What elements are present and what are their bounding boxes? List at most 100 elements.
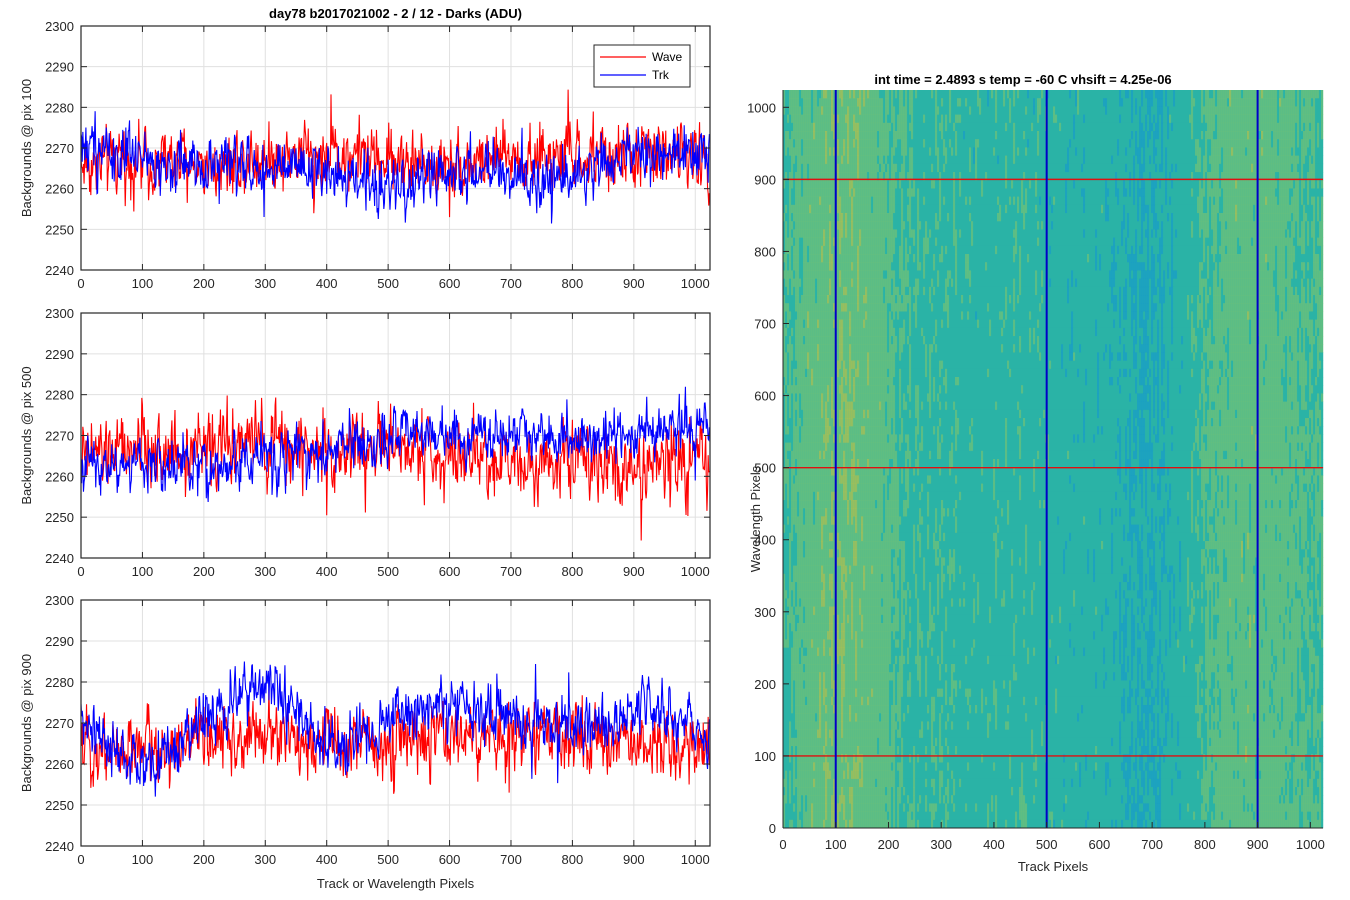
heatmap-cell (857, 229, 859, 238)
heatmap-cell (815, 287, 817, 296)
heatmap-cell (873, 320, 875, 329)
heatmap-cell (821, 410, 823, 419)
heatmap-cell (877, 410, 879, 419)
heatmap-cell (845, 287, 847, 296)
heatmap-cell (863, 623, 865, 632)
heatmap-cell (825, 598, 827, 607)
heatmap-cell (787, 713, 789, 722)
heatmap-cell (867, 139, 869, 148)
heatmap-cell (871, 344, 873, 353)
heatmap-cell (869, 115, 871, 124)
heatmap-cell (819, 287, 821, 296)
heatmap-cell (819, 106, 821, 115)
x-tick-label: 900 (623, 852, 645, 867)
heatmap-cell (795, 106, 797, 115)
heatmap-cell (863, 484, 865, 493)
heatmap-cell (837, 205, 839, 214)
heatmap-cell (799, 377, 801, 386)
heatmap-cell (823, 525, 825, 534)
heatmap-cell (871, 410, 873, 419)
heatmap-cell (859, 164, 861, 173)
heatmap-cell (815, 541, 817, 550)
heatmap-cell (787, 156, 789, 165)
heatmap-cell (861, 475, 863, 484)
heatmap-cell (831, 393, 833, 402)
heatmap-cell (801, 631, 803, 640)
heatmap-cell (853, 402, 855, 411)
heatmap-cell (797, 238, 799, 247)
heatmap-cell (875, 721, 877, 730)
heatmap-cell (847, 771, 849, 780)
heatmap-cell (863, 295, 865, 304)
heatmap-cell (805, 295, 807, 304)
heatmap-cell (875, 459, 877, 468)
heatmap-cell (811, 98, 813, 107)
heatmap-cell (877, 738, 879, 747)
heatmap-cell (813, 566, 815, 575)
heatmap-cell (887, 238, 889, 247)
heatmap-cell (839, 771, 841, 780)
heatmap-cell (885, 467, 887, 476)
heatmap-cell (841, 320, 843, 329)
heatmap-cell (801, 639, 803, 648)
heatmap-cell (785, 254, 787, 263)
heatmap-cell (799, 459, 801, 468)
heatmap-cell (811, 287, 813, 296)
heatmap-cell (841, 229, 843, 238)
heatmap-cell (809, 385, 811, 394)
heatmap-cell (857, 516, 859, 525)
heatmap-cell (825, 213, 827, 222)
heatmap-cell (805, 533, 807, 542)
heatmap-cell (815, 238, 817, 247)
heatmap-cell (805, 639, 807, 648)
heatmap-cell (869, 475, 871, 484)
heatmap-cell (855, 328, 857, 337)
heatmap-cell (885, 598, 887, 607)
heatmap-cell (855, 188, 857, 197)
heatmap-cell (883, 164, 885, 173)
heatmap-cell (875, 279, 877, 288)
heatmap-cell (823, 311, 825, 320)
heatmap-cell (879, 598, 881, 607)
heatmap-cell (831, 180, 833, 189)
heatmap-cell (797, 147, 799, 156)
heatmap-cell (839, 328, 841, 337)
heatmap-cell (807, 467, 809, 476)
heatmap-cell (857, 164, 859, 173)
heatmap-cell (861, 762, 863, 771)
heatmap-cell (823, 377, 825, 386)
heatmap-cell (789, 311, 791, 320)
heatmap-cell (841, 631, 843, 640)
heatmap-cell (785, 385, 787, 394)
heatmap-cell (837, 147, 839, 156)
heatmap-cell (849, 615, 851, 624)
heatmap-cell (815, 352, 817, 361)
heatmap-cell (801, 262, 803, 271)
heatmap-cell (809, 303, 811, 312)
heatmap-cell (857, 287, 859, 296)
heatmap-cell (793, 393, 795, 402)
heatmap-cell (813, 90, 815, 99)
heatmap-cell (857, 713, 859, 722)
heatmap-cell (811, 451, 813, 460)
heatmap-cell (857, 566, 859, 575)
heatmap-cell (817, 229, 819, 238)
heatmap-cell (839, 451, 841, 460)
heatmap-cell (869, 213, 871, 222)
heatmap-cell (871, 697, 873, 706)
heatmap-cell (801, 516, 803, 525)
heatmap-cell (879, 393, 881, 402)
heatmap-cell (867, 680, 869, 689)
heatmap-cell (881, 812, 883, 821)
heatmap-cell (871, 525, 873, 534)
heatmap-cell (843, 402, 845, 411)
heatmap-cell (869, 287, 871, 296)
heatmap-cell (859, 631, 861, 640)
heatmap-cell (809, 410, 811, 419)
heatmap-cell (877, 812, 879, 821)
heatmap-cell (859, 279, 861, 288)
heatmap-cell (869, 418, 871, 427)
heatmap-cell (827, 106, 829, 115)
heatmap-cell (841, 738, 843, 747)
heatmap-cell (811, 484, 813, 493)
